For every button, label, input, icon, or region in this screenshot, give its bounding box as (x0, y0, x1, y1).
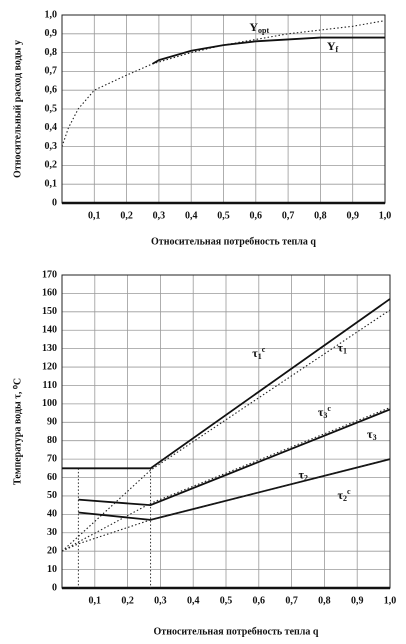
series-label: τ1c (252, 345, 266, 360)
y-tick-label: 140 (42, 325, 57, 336)
series-line (151, 36, 385, 65)
x-tick-label: 0,7 (282, 210, 295, 221)
x-tick-label: 0,8 (314, 210, 327, 221)
x-axis-label: Относительная потребность тепла q (154, 626, 319, 637)
y-tick-label: 60 (47, 472, 57, 483)
series-label: τ1 (338, 340, 348, 355)
y-tick-label: 0,6 (45, 84, 58, 95)
y-tick-label: 130 (42, 343, 57, 354)
y-axis-label: Температура воды τ, ⁰C (12, 378, 23, 485)
x-tick-label: 0,7 (285, 595, 298, 606)
x-tick-label: 0,5 (220, 595, 233, 606)
y-tick-label: 0,2 (45, 160, 58, 171)
series-label: Yopt (249, 20, 269, 35)
series-label: τ2 (298, 467, 308, 482)
y-tick-label: 0,8 (45, 47, 58, 58)
x-tick-label: 0,2 (120, 210, 133, 221)
y-tick-label: 100 (42, 398, 57, 409)
y-tick-label: 160 (42, 288, 57, 299)
x-tick-label: 0,8 (318, 595, 331, 606)
x-tick-label: 1,0 (379, 210, 392, 221)
y-tick-label: 40 (47, 509, 57, 520)
series-label: τ2c (338, 487, 352, 502)
y-tick-label: 20 (47, 545, 57, 556)
x-tick-label: 0,2 (121, 595, 134, 606)
series-line (61, 20, 386, 147)
series-label: Yf (327, 39, 339, 54)
y-tick-label: 0 (52, 197, 57, 208)
y-tick-label: 10 (47, 564, 57, 575)
y-tick-label: 80 (47, 435, 57, 446)
x-tick-label: 0,9 (346, 210, 359, 221)
y-tick-label: 1,0 (45, 9, 58, 20)
x-tick-label: 0,4 (185, 210, 198, 221)
y-tick-label: 50 (47, 490, 57, 501)
series-line (62, 298, 391, 470)
x-tick-label: 0,3 (154, 595, 167, 606)
y-tick-label: 0,4 (45, 122, 58, 133)
x-tick-label: 0,5 (217, 210, 230, 221)
y-tick-label: 0,5 (45, 103, 58, 114)
x-tick-label: 0,6 (253, 595, 266, 606)
y-tick-label: 0,1 (45, 178, 58, 189)
y-axis-label: Относительный расход воды у (12, 40, 23, 178)
series-label: τ3 (367, 427, 377, 442)
y-tick-label: 30 (47, 527, 57, 538)
x-tick-label: 0,1 (88, 210, 101, 221)
y-tick-label: 0,3 (45, 141, 58, 152)
series-line (61, 458, 391, 552)
x-tick-label: 0,1 (89, 595, 102, 606)
series-line (61, 407, 391, 552)
x-axis-label: Относительная потребность тепла q (151, 236, 316, 247)
x-tick-label: 1,0 (384, 595, 397, 606)
y-tick-label: 0 (52, 582, 57, 593)
y-tick-label: 110 (43, 380, 57, 391)
series-line (78, 458, 391, 521)
x-tick-label: 0,9 (351, 595, 364, 606)
y-tick-label: 0,7 (45, 66, 58, 77)
x-tick-label: 0,3 (153, 210, 166, 221)
y-tick-label: 120 (42, 361, 57, 372)
y-tick-label: 0,9 (45, 28, 58, 39)
series-label: τ3c (318, 404, 332, 419)
y-tick-label: 170 (42, 269, 57, 280)
series-line (61, 309, 391, 552)
y-tick-label: 70 (47, 453, 57, 464)
y-tick-label: 90 (47, 417, 57, 428)
y-tick-label: 150 (42, 306, 57, 317)
x-tick-label: 0,4 (187, 595, 200, 606)
x-tick-label: 0,6 (250, 210, 263, 221)
series-line (78, 408, 391, 507)
